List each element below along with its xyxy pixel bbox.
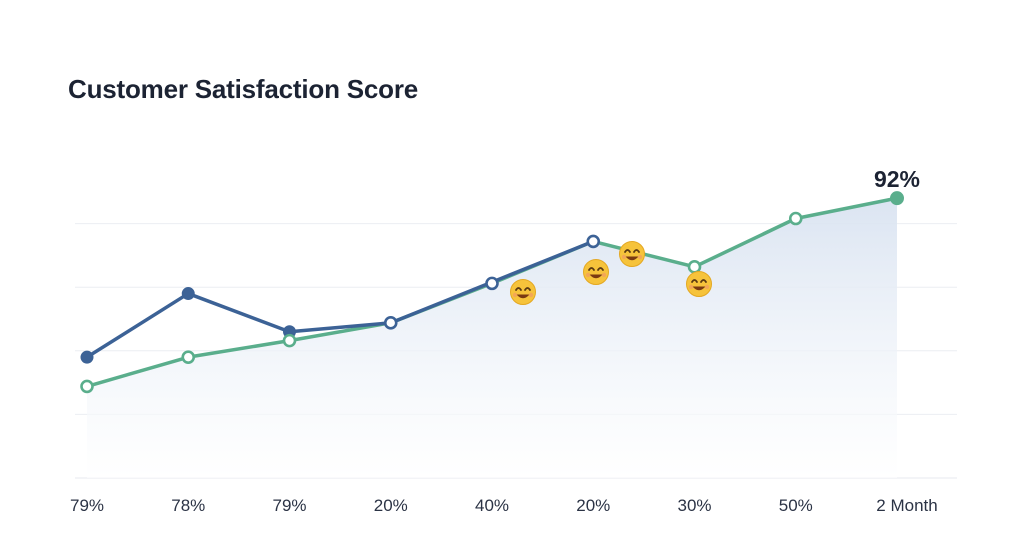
data-point xyxy=(80,350,94,364)
x-tick-label: 79% xyxy=(272,496,306,515)
data-point xyxy=(890,191,904,206)
x-tick-label: 79% xyxy=(70,496,104,515)
data-point xyxy=(485,276,499,291)
data-point xyxy=(80,379,94,394)
x-tick-label: 40% xyxy=(475,496,509,515)
area-fill-path xyxy=(87,198,897,478)
x-tick-label: 78% xyxy=(171,496,205,515)
emoji-annotations xyxy=(510,241,712,305)
labels: 92% 79% 78% 79% 20% 40% 20% 30% 50% 2 Month xyxy=(70,166,938,515)
data-point xyxy=(687,260,702,274)
x-tick-label: 50% xyxy=(779,496,813,515)
smiley-icon xyxy=(510,279,536,305)
x-tick-label: 20% xyxy=(576,496,610,515)
x-tick-label: 20% xyxy=(374,496,408,515)
area-fill xyxy=(87,198,897,478)
data-point xyxy=(586,234,601,249)
data-point xyxy=(181,350,196,364)
smiley-icon xyxy=(619,241,645,267)
x-tick-label: 2 Month xyxy=(876,496,937,515)
smiley-icon xyxy=(686,271,712,297)
data-point xyxy=(788,211,803,226)
x-tick-label: 30% xyxy=(677,496,711,515)
series-line-0 xyxy=(85,239,595,359)
data-point xyxy=(282,333,297,348)
series-points xyxy=(80,191,904,394)
smiley-icon xyxy=(583,259,609,285)
chart-title: Customer Satisfaction Score xyxy=(68,74,419,104)
data-point xyxy=(181,287,195,301)
peak-value-label: 92% xyxy=(874,166,920,192)
data-point xyxy=(383,316,398,330)
